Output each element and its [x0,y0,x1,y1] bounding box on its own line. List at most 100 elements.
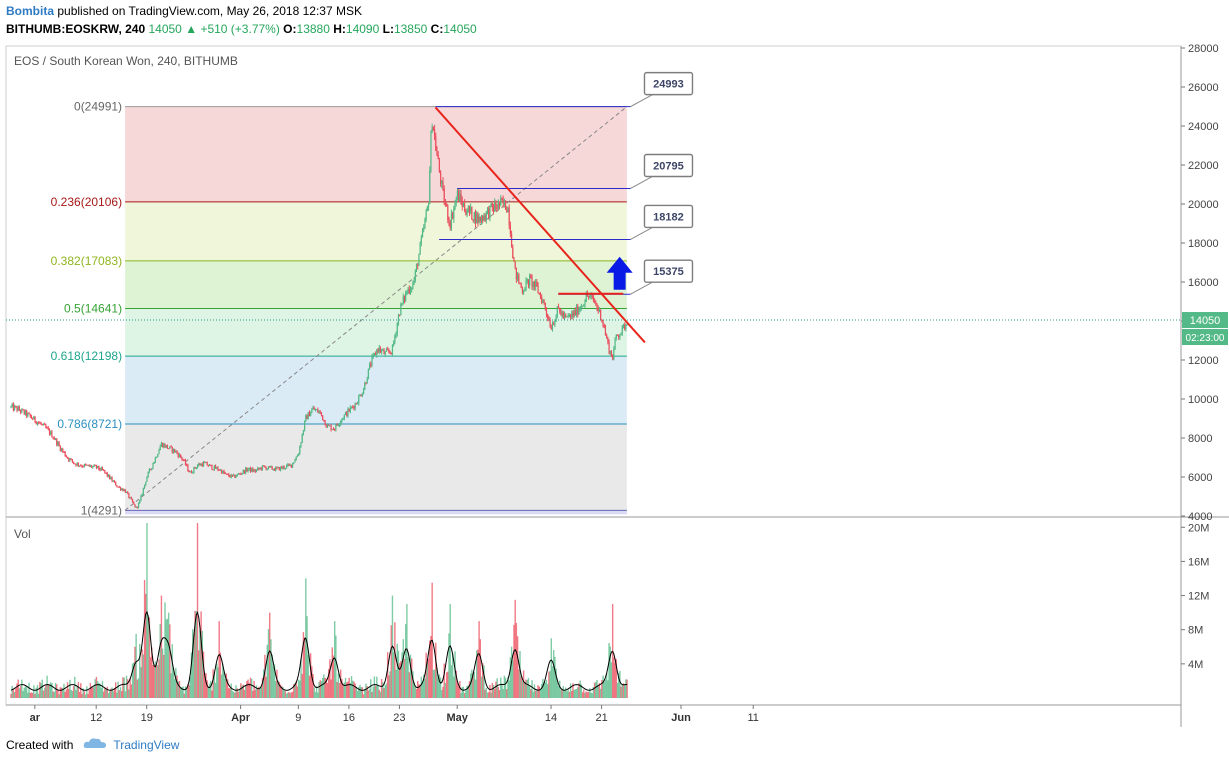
volume-bar [181,687,183,698]
volume-bar [207,686,210,698]
candle-body [201,463,203,467]
volume-bar [12,689,15,698]
volume-bar [278,682,281,698]
volume-bar [86,686,88,698]
volume-bar [536,689,538,698]
candle-body [492,207,495,212]
candle-body [21,409,23,413]
candle-body [397,315,400,324]
candle-body [594,300,596,303]
candle-body [70,458,72,460]
volume-bar [142,654,145,698]
volume-bar [264,654,266,698]
candle-body [560,311,562,316]
volume-bar [266,644,269,698]
volume-bar [260,686,262,698]
candle-body [212,469,214,471]
candle-body [168,448,170,450]
volume-bar [451,653,454,698]
candle-body [418,254,420,266]
candle-body [92,466,94,468]
volume-bar [461,687,463,698]
volume-bar [324,677,326,698]
volume-bar [34,694,36,698]
volume-bar [372,686,374,698]
candle-body [163,444,165,448]
volume-bar [319,680,321,698]
volume-bar [59,687,62,698]
candle-body [607,337,609,342]
volume-bar [187,683,189,698]
candle-body [608,341,610,354]
volume-bar [490,692,492,698]
candle-body [53,437,55,440]
volume-bar [18,688,21,698]
volume-bar [164,602,166,698]
fib-zone-0.382 [125,260,627,309]
candle-body [454,201,456,209]
candle-body [33,416,35,420]
candle-body [603,324,605,328]
volume-bar [438,674,441,698]
volume-bar [217,667,219,698]
price-tick-label: 4000 [1188,511,1212,523]
candle-body [65,456,67,458]
volume-bar [17,679,19,698]
candle-body [470,206,472,212]
chart-area[interactable]: 0(24991) 0.236(20106) 0.382(17083) 0.5(1464… [0,40,1229,730]
candle-body [265,467,267,470]
volume-bar [514,599,516,698]
volume-bar [47,684,50,698]
volume-bar [238,689,241,698]
candle-body [586,293,588,296]
candle-body [153,461,155,464]
volume-bar [116,692,118,698]
candle-body [180,454,182,458]
candle-body [461,200,463,207]
candle-body [473,212,475,221]
candle-body [233,474,235,476]
candle-body [45,425,47,428]
volume-bar [586,692,589,698]
candle-body [89,465,92,467]
candle-body [523,291,525,293]
volume-bar [224,678,226,698]
volume-bar [113,687,116,698]
volume-bar [354,683,356,698]
candle-body [477,213,479,223]
volume-bar [501,683,503,698]
change-up-icon: ▲ [185,22,198,36]
candle-body [520,283,522,288]
volume-bar [585,691,587,698]
candle-body [438,158,440,172]
volume-bar [589,688,591,698]
volume-bar [273,664,276,698]
volume-bar [542,678,544,698]
tradingview-link[interactable]: TradingView [113,737,180,752]
volume-bar [184,686,187,698]
candle-body [408,288,410,293]
candle-body [414,270,416,281]
tradingview-cloud-icon [83,737,107,752]
volume-bar [106,686,108,698]
volume-bar [88,689,90,698]
volume-tick-label: 8M [1188,625,1203,637]
author-link[interactable]: Bombita [6,4,54,18]
volume-bar [265,676,267,698]
volume-bar [83,691,86,698]
candle-body [210,464,212,466]
volume-bar [456,682,459,698]
volume-bar [45,684,47,698]
volume-bar [619,670,621,698]
volume-bar [609,646,611,698]
volume-bar [24,686,27,698]
candle-body [385,349,388,352]
volume-bar [87,694,89,698]
volume-bar [443,663,445,698]
candle-body [618,335,620,338]
candle-body [568,315,570,317]
candle-body [245,468,247,474]
candle-body [77,463,79,466]
candle-body [255,469,258,472]
volume-bar [425,652,427,698]
